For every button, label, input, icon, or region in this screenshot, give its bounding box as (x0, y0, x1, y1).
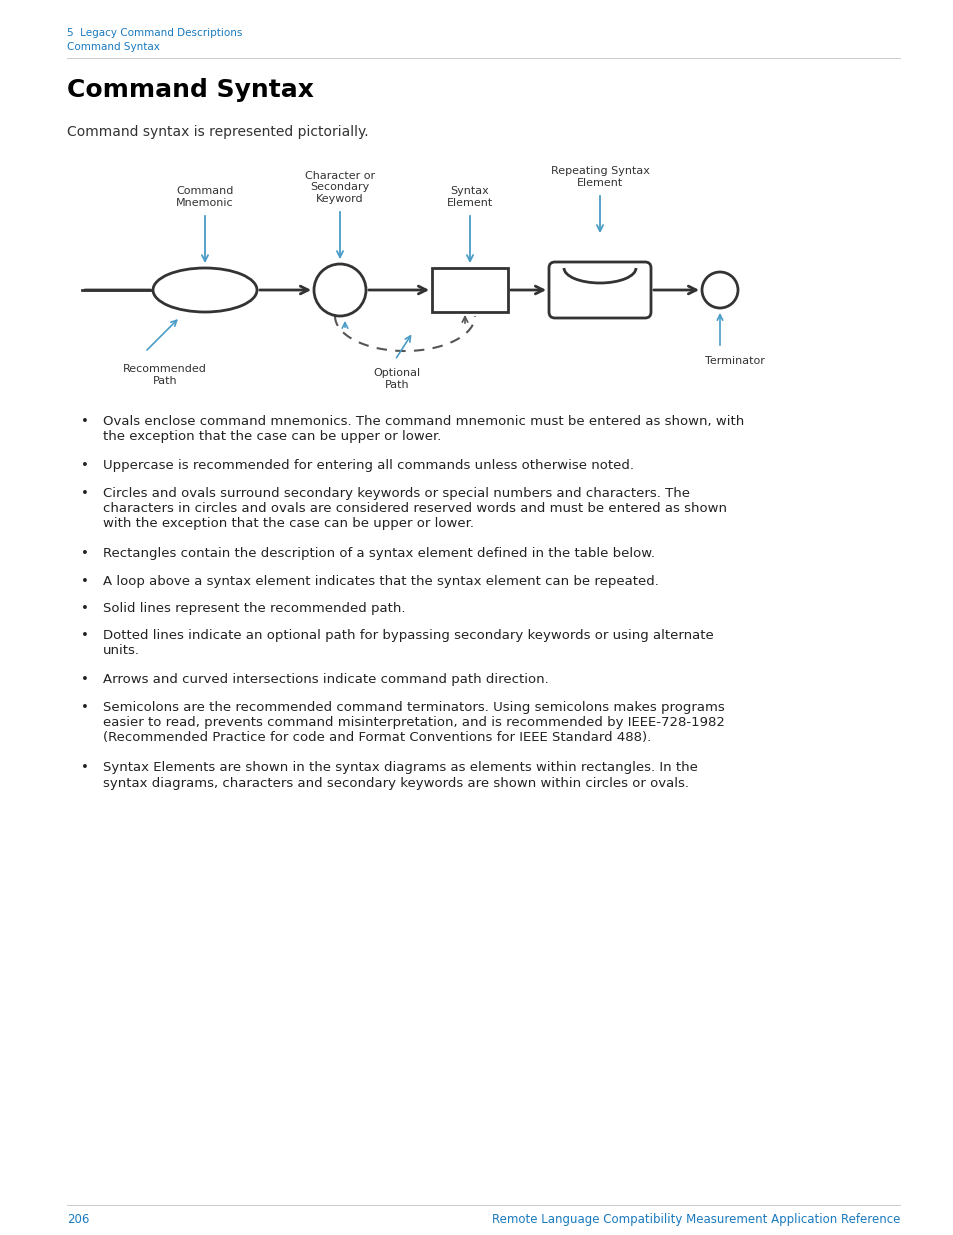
Text: Uppercase is recommended for entering all commands unless otherwise noted.: Uppercase is recommended for entering al… (103, 459, 634, 472)
Text: Semicolons are the recommended command terminators. Using semicolons makes progr: Semicolons are the recommended command t… (103, 701, 724, 743)
Text: Dotted lines indicate an optional path for bypassing secondary keywords or using: Dotted lines indicate an optional path f… (103, 630, 713, 657)
Text: •: • (81, 673, 89, 687)
Text: •: • (81, 487, 89, 499)
Text: Command
Mnemonic: Command Mnemonic (176, 186, 233, 207)
Text: Command syntax is represented pictorially.: Command syntax is represented pictoriall… (67, 125, 368, 140)
Text: 5  Legacy Command Descriptions: 5 Legacy Command Descriptions (67, 28, 242, 38)
Text: Optional
Path: Optional Path (373, 368, 420, 389)
Text: Solid lines represent the recommended path.: Solid lines represent the recommended pa… (103, 601, 405, 615)
Text: Terminator: Terminator (704, 356, 764, 366)
Text: 206: 206 (67, 1213, 90, 1226)
Text: •: • (81, 574, 89, 588)
Text: Remote Language Compatibility Measurement Application Reference: Remote Language Compatibility Measuremen… (491, 1213, 899, 1226)
Text: •: • (81, 701, 89, 714)
Text: Command Syntax: Command Syntax (67, 78, 314, 103)
Text: •: • (81, 601, 89, 615)
Text: Circles and ovals surround secondary keywords or special numbers and characters.: Circles and ovals surround secondary key… (103, 487, 726, 530)
Text: Syntax
Element: Syntax Element (446, 186, 493, 207)
Text: •: • (81, 547, 89, 559)
Circle shape (701, 272, 738, 308)
Text: •: • (81, 630, 89, 642)
Text: •: • (81, 762, 89, 774)
Text: Recommended
Path: Recommended Path (123, 364, 207, 385)
FancyBboxPatch shape (548, 262, 650, 317)
Text: Repeating Syntax
Element: Repeating Syntax Element (550, 167, 649, 188)
Text: Rectangles contain the description of a syntax element defined in the table belo: Rectangles contain the description of a … (103, 547, 655, 559)
Text: Character or
Secondary
Keyword: Character or Secondary Keyword (305, 170, 375, 204)
Text: •: • (81, 415, 89, 429)
Text: Command Syntax: Command Syntax (67, 42, 160, 52)
Bar (432, 268, 507, 312)
Circle shape (314, 264, 366, 316)
Text: •: • (81, 459, 89, 472)
Text: Arrows and curved intersections indicate command path direction.: Arrows and curved intersections indicate… (103, 673, 548, 687)
Text: Syntax Elements are shown in the syntax diagrams as elements within rectangles. : Syntax Elements are shown in the syntax … (103, 762, 698, 789)
Text: A loop above a syntax element indicates that the syntax element can be repeated.: A loop above a syntax element indicates … (103, 574, 659, 588)
Ellipse shape (152, 268, 256, 312)
Text: Ovals enclose command mnemonics. The command mnemonic must be entered as shown, : Ovals enclose command mnemonics. The com… (103, 415, 743, 443)
